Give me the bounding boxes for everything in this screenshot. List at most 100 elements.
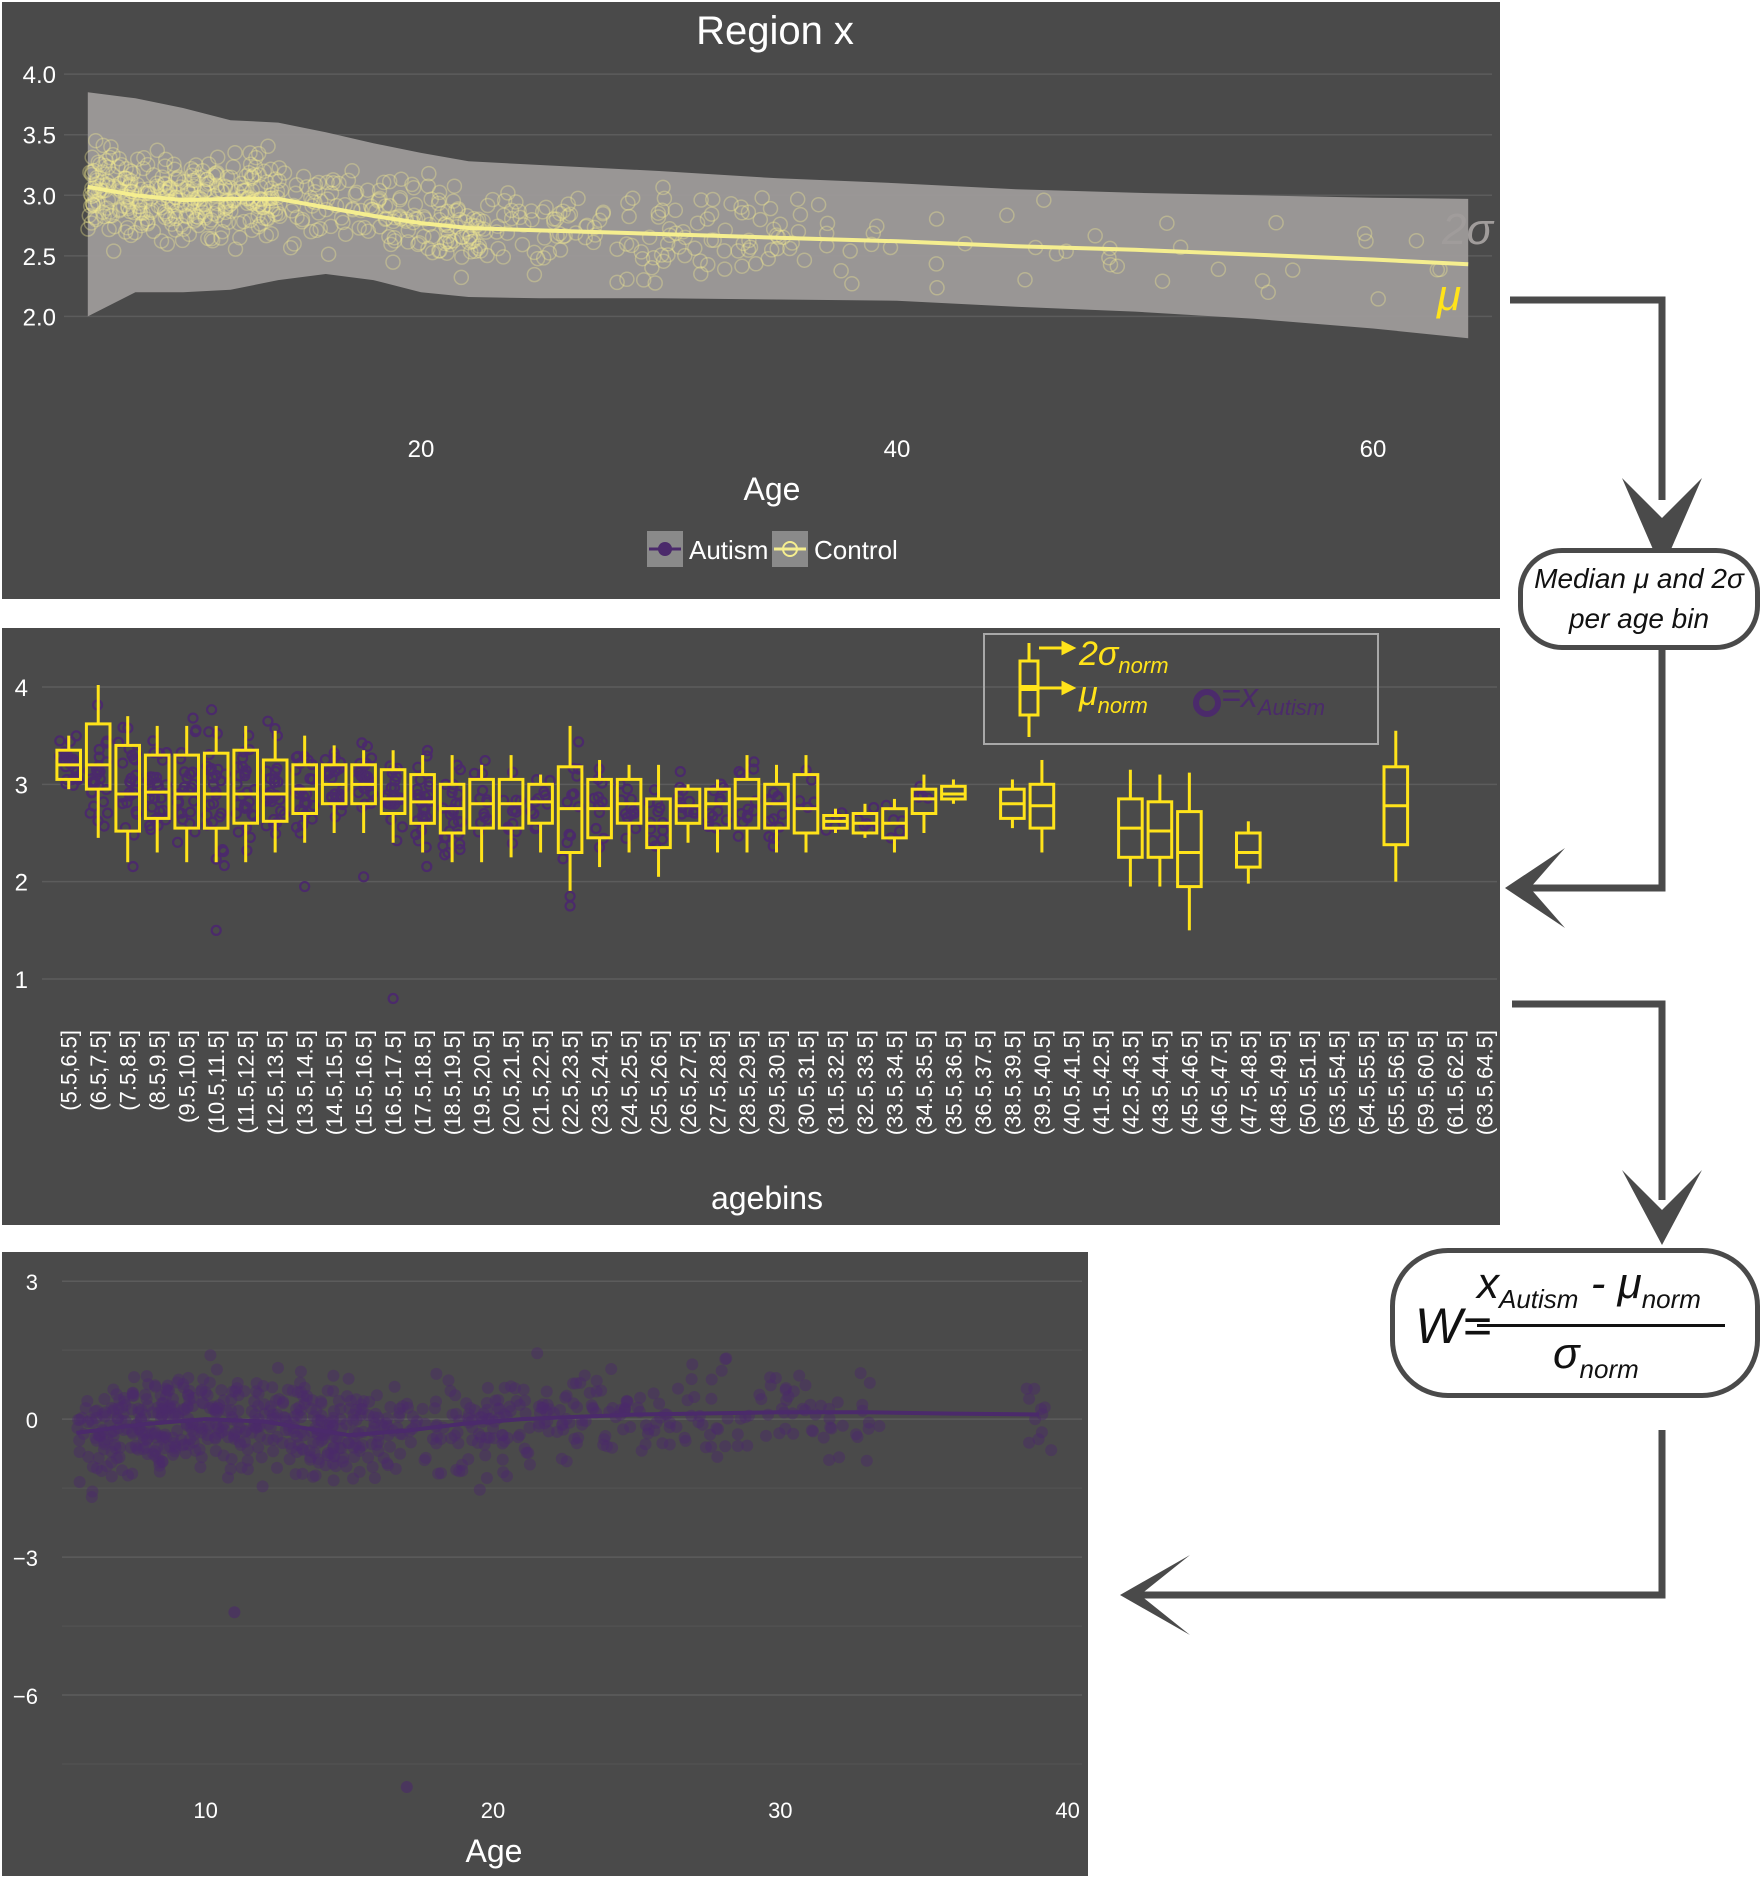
autism-w-point [293, 1401, 306, 1414]
autism-w-point [155, 1430, 168, 1443]
autism-w-point [310, 1404, 323, 1417]
autism-point [732, 830, 744, 842]
autism-w-point [140, 1370, 153, 1383]
autism-w-point [685, 1373, 698, 1386]
autism-w-point [317, 1432, 330, 1445]
autism-w-point [82, 1450, 95, 1463]
control-point [242, 212, 258, 229]
autism-w-point [492, 1402, 505, 1415]
autism-point [151, 771, 163, 784]
y-tick-label: 2 [15, 870, 28, 897]
autism-w-point [551, 1425, 564, 1438]
autism-w-point [854, 1367, 867, 1380]
control-point [323, 185, 340, 201]
control-point [83, 166, 100, 183]
autism-w-point [132, 1406, 145, 1419]
autism-w-point [169, 1408, 182, 1421]
autism-w-point [272, 1361, 284, 1374]
autism-point [127, 861, 139, 873]
autism-w-point [89, 1431, 102, 1444]
autism-point [272, 776, 284, 788]
autism-point [148, 792, 161, 804]
autism-w-point [512, 1431, 525, 1444]
autism-w-point [257, 1380, 270, 1392]
autism-w-point [520, 1446, 533, 1459]
box-(11.5,12.5] [230, 725, 260, 863]
autism-w-point [393, 1407, 406, 1420]
control-point [227, 241, 244, 257]
control-point [819, 215, 836, 232]
control-point [586, 219, 603, 236]
autism-outlier [299, 880, 311, 893]
control-point [489, 218, 506, 235]
y-tick-label: 3.5 [23, 123, 56, 150]
autism-w-point [406, 1410, 419, 1423]
autism-w-point [764, 1371, 777, 1384]
autism-w-point [97, 1443, 110, 1456]
box-iqr [379, 768, 407, 815]
control-point [84, 164, 100, 180]
box-(5.5,6.5] [53, 730, 84, 791]
control-point [197, 210, 213, 226]
control-point [307, 183, 323, 200]
autism-w-point [570, 1437, 583, 1450]
autism-w-point [597, 1438, 610, 1451]
autism-w-point [184, 1421, 197, 1434]
autism-w-point [215, 1384, 228, 1397]
autism-w-point [340, 1460, 353, 1473]
control-point [200, 230, 216, 247]
control-point [472, 243, 489, 259]
autism-w-point [112, 1402, 125, 1415]
autism-w-point [281, 1383, 294, 1396]
autism-w-point [210, 1363, 223, 1376]
autism-w-point [462, 1453, 475, 1466]
control-point [560, 208, 577, 224]
autism-w-point [477, 1407, 490, 1420]
autism-w-point [315, 1409, 328, 1422]
autism-w-point [314, 1395, 327, 1408]
autism-w-point [90, 1434, 103, 1447]
autism-w-point [154, 1389, 167, 1402]
control-point [182, 196, 199, 212]
category-tick-label: (20.5,21.5] [499, 1030, 524, 1135]
control-point [196, 196, 213, 213]
control-point [863, 236, 880, 253]
autism-w-point [860, 1454, 873, 1467]
control-point [201, 214, 218, 231]
formula-den-sigma: σ [1553, 1329, 1580, 1378]
control-point [244, 222, 260, 239]
autism-w-point [116, 1464, 129, 1477]
autism-point [131, 808, 143, 820]
autism-w-point [209, 1445, 222, 1457]
control-point [675, 223, 691, 240]
control-point [347, 186, 364, 202]
autism-point [446, 787, 458, 799]
autism-point [454, 764, 466, 776]
autism-point [206, 816, 219, 828]
control-point [348, 184, 365, 201]
autism-w-point [468, 1404, 481, 1417]
autism-w-point [294, 1365, 307, 1378]
legend-control-label: Control [814, 535, 898, 565]
autism-w-point [232, 1389, 245, 1402]
autism-w-point [648, 1424, 661, 1437]
autism-w-point [306, 1394, 319, 1407]
autism-w-point [217, 1449, 230, 1462]
box-(45.5,46.5] [1176, 772, 1203, 931]
control-point [104, 207, 120, 224]
arrow-3-head [1622, 1170, 1702, 1245]
autism-w-point [347, 1441, 360, 1454]
control-point [106, 218, 123, 235]
autism-w-point [230, 1425, 243, 1438]
autism-w-point [153, 1465, 166, 1478]
box-iqr [910, 787, 938, 815]
autism-w-point [336, 1455, 349, 1468]
autism-w-point [540, 1405, 553, 1418]
autism-w-point [164, 1440, 177, 1453]
autism-w-point [139, 1427, 152, 1440]
autism-w-point [679, 1434, 692, 1447]
control-point [103, 139, 119, 155]
control-point [445, 233, 462, 249]
control-point [844, 276, 860, 292]
autism-point [270, 765, 282, 778]
